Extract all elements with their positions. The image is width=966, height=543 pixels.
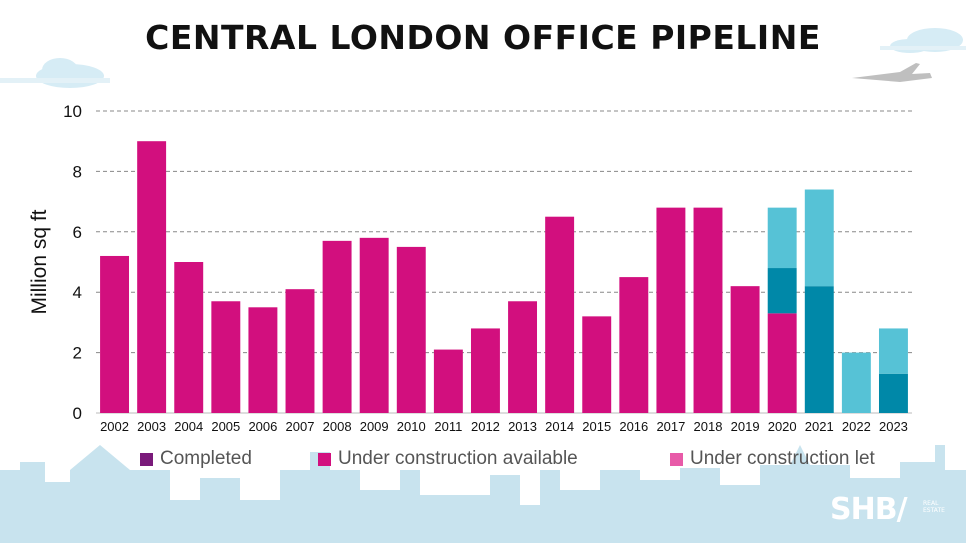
bar-2008-series-0 bbox=[322, 240, 352, 413]
x-tick-label: 2009 bbox=[360, 419, 389, 434]
x-tick-label: 2004 bbox=[174, 419, 203, 434]
y-tick-label: 4 bbox=[73, 283, 82, 302]
bar-2005-series-0 bbox=[211, 301, 241, 413]
x-tick-label: 2020 bbox=[768, 419, 797, 434]
decor-clouds bbox=[0, 28, 966, 88]
legend-label-under-construction-let: Under construction let bbox=[690, 448, 875, 469]
legend-label-completed: Completed bbox=[160, 448, 252, 469]
bar-2013-series-0 bbox=[508, 301, 538, 413]
x-tick-label: 2006 bbox=[248, 419, 277, 434]
bar-2014-series-0 bbox=[545, 216, 575, 413]
bar-2011-series-0 bbox=[433, 349, 463, 413]
x-tick-label: 2008 bbox=[323, 419, 352, 434]
plot-area: 0 2 4 6 8 10 Million sq ft 2002 2003 2004 2005 2006… bbox=[28, 102, 912, 434]
x-tick-label: 2014 bbox=[545, 419, 574, 434]
x-tick-label: 2019 bbox=[731, 419, 760, 434]
legend-item-under-construction-let: Under construction let bbox=[670, 448, 875, 470]
bar-2016-series-0 bbox=[619, 277, 649, 413]
x-tick-label: 2011 bbox=[434, 419, 462, 434]
x-tick-label: 2017 bbox=[656, 419, 685, 434]
y-tick-label: 8 bbox=[73, 162, 82, 181]
chart-title: CENTRAL LONDON OFFICE PIPELINE bbox=[145, 18, 821, 57]
x-tick-label: 2021 bbox=[805, 419, 834, 434]
bar-2020-series-1 bbox=[767, 268, 797, 314]
x-tick-label: 2013 bbox=[508, 419, 537, 434]
shb-logo: SHB/ bbox=[830, 492, 908, 527]
x-tick-label: 2010 bbox=[397, 419, 426, 434]
bar-2003-series-0 bbox=[137, 141, 167, 413]
x-tick-label: 2018 bbox=[694, 419, 723, 434]
shb-logo-sub-line1: REAL bbox=[923, 500, 939, 507]
x-tick-label: 2015 bbox=[582, 419, 611, 434]
x-tick-label: 2002 bbox=[100, 419, 129, 434]
legend-item-under-construction-available: Under construction available bbox=[318, 448, 578, 470]
legend-item-completed: Completed bbox=[140, 448, 252, 470]
shb-logo-sub-line2: ESTATE bbox=[923, 507, 945, 514]
y-tick-label: 10 bbox=[63, 102, 82, 121]
bar-2023-series-1 bbox=[878, 373, 908, 413]
chart-legend: Completed Under construction available U… bbox=[0, 448, 966, 472]
legend-swatch-completed bbox=[140, 452, 153, 466]
bar-2006-series-0 bbox=[248, 307, 278, 413]
x-tick-label: 2005 bbox=[211, 419, 240, 434]
y-axis-label: Million sq ft bbox=[28, 209, 51, 314]
bar-2012-series-0 bbox=[470, 328, 500, 413]
x-tick-label: 2007 bbox=[286, 419, 315, 434]
y-tick-label: 0 bbox=[73, 404, 82, 423]
bar-2021-series-2 bbox=[804, 189, 834, 287]
x-tick-label: 2012 bbox=[471, 419, 500, 434]
bar-2023-series-2 bbox=[878, 328, 908, 374]
bar-2007-series-0 bbox=[285, 289, 315, 413]
y-tick-label: 6 bbox=[73, 223, 82, 242]
bar-2004-series-0 bbox=[174, 262, 204, 413]
bar-2010-series-0 bbox=[396, 246, 426, 413]
legend-label-under-construction-available: Under construction available bbox=[338, 448, 578, 469]
airplane-icon bbox=[852, 63, 932, 82]
bar-2020-series-2 bbox=[767, 207, 797, 269]
bar-2018-series-0 bbox=[693, 207, 723, 413]
shb-logo-subtext: REAL ESTATE bbox=[923, 500, 945, 514]
x-tick-label: 2023 bbox=[879, 419, 908, 434]
legend-swatch-under-construction-let bbox=[670, 452, 683, 466]
bar-2017-series-0 bbox=[656, 207, 686, 413]
bar-2009-series-0 bbox=[359, 237, 389, 413]
bar-2019-series-0 bbox=[730, 286, 760, 413]
legend-swatch-under-construction-available bbox=[318, 452, 331, 466]
skyline-silhouette bbox=[0, 445, 966, 543]
bar-2020-series-0 bbox=[767, 313, 797, 413]
bar-2015-series-0 bbox=[582, 316, 612, 413]
x-tick-label: 2022 bbox=[842, 419, 871, 434]
x-tick-label: 2016 bbox=[619, 419, 648, 434]
bar-2022-series-2 bbox=[841, 352, 871, 413]
y-tick-label: 2 bbox=[73, 344, 82, 363]
bar-2021-series-1 bbox=[804, 286, 834, 413]
bar-2002-series-0 bbox=[100, 255, 130, 413]
x-tick-label: 2003 bbox=[137, 419, 166, 434]
